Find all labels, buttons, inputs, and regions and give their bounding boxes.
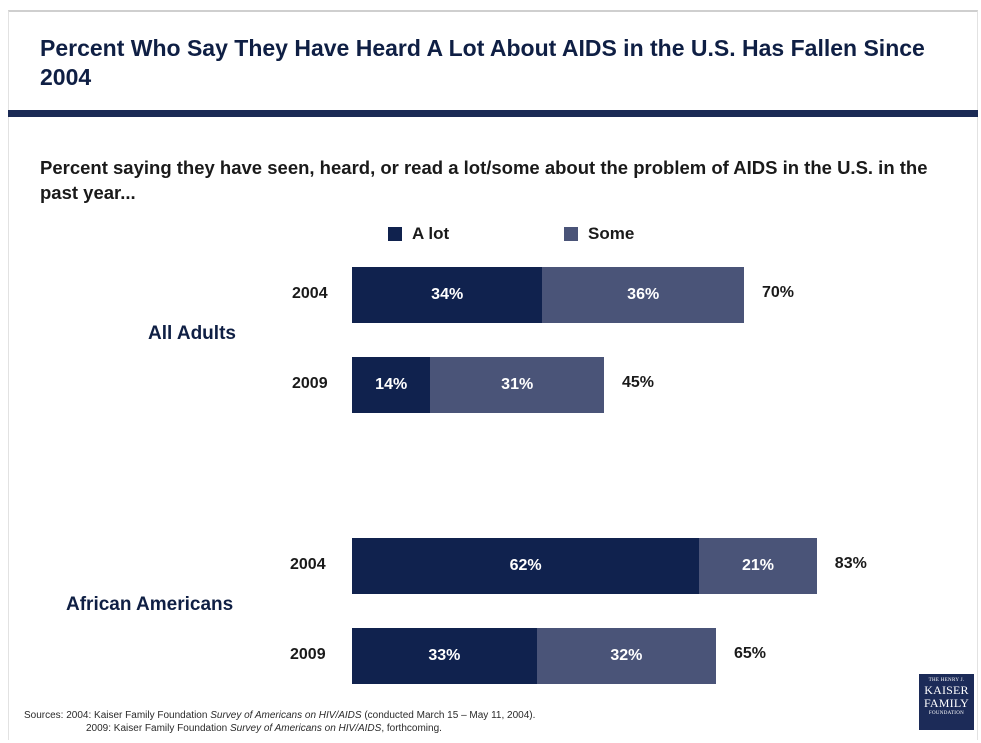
bar-segment-a-lot: 62% bbox=[352, 538, 699, 594]
legend-swatch-a-lot bbox=[388, 227, 402, 241]
chart-title: Percent Who Say They Have Heard A Lot Ab… bbox=[40, 34, 960, 92]
legend-label-a-lot: A lot bbox=[412, 224, 449, 244]
year-label: 2009 bbox=[292, 375, 328, 393]
sources-line-2: 2009: Kaiser Family Foundation Survey of… bbox=[24, 722, 904, 735]
legend-label-some: Some bbox=[588, 224, 634, 244]
bar-segment-some: 31% bbox=[430, 357, 604, 413]
title-divider bbox=[8, 110, 978, 117]
legend-item-a-lot: A lot bbox=[388, 224, 449, 244]
bar-segment-a-lot: 33% bbox=[352, 628, 537, 684]
bar-total-label: 83% bbox=[835, 555, 867, 573]
bar-total-label: 70% bbox=[762, 284, 794, 302]
year-label: 2004 bbox=[290, 556, 326, 574]
legend-swatch-some bbox=[564, 227, 578, 241]
group-label: African Americans bbox=[66, 594, 233, 616]
bar-segment-some: 21% bbox=[699, 538, 817, 594]
year-label: 2004 bbox=[292, 285, 328, 303]
sources-line-1: Sources: 2004: Kaiser Family Foundation … bbox=[24, 709, 904, 722]
bar-total-label: 65% bbox=[734, 645, 766, 663]
legend-item-some: Some bbox=[564, 224, 634, 244]
bar-segment-a-lot: 34% bbox=[352, 267, 542, 323]
bar-segment-some: 36% bbox=[542, 267, 744, 323]
bar-segment-a-lot: 14% bbox=[352, 357, 430, 413]
kaiser-family-foundation-logo: THE HENRY J. KAISER FAMILY FOUNDATION bbox=[919, 674, 974, 730]
chart-subtitle: Percent saying they have seen, heard, or… bbox=[40, 155, 970, 205]
group-label: All Adults bbox=[148, 323, 236, 345]
year-label: 2009 bbox=[290, 646, 326, 664]
bar-segment-some: 32% bbox=[537, 628, 716, 684]
bar-total-label: 45% bbox=[622, 374, 654, 392]
sources-note: Sources: 2004: Kaiser Family Foundation … bbox=[24, 709, 904, 735]
